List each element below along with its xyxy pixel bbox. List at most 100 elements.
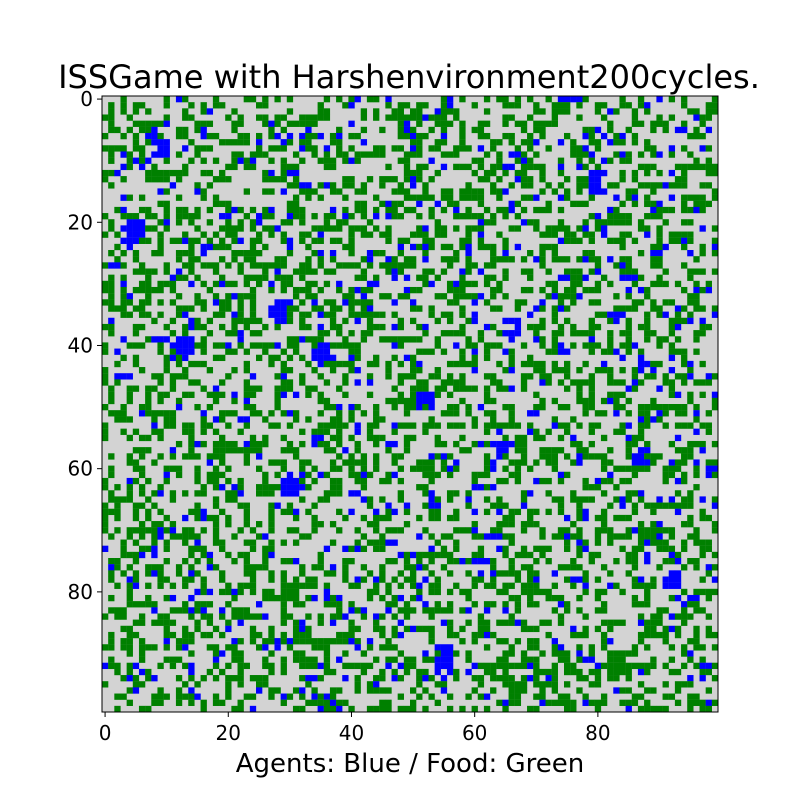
food-cell	[576, 675, 583, 682]
food-cell	[539, 126, 546, 134]
food-cell	[662, 502, 669, 509]
food-cell	[114, 668, 121, 676]
food-cell	[687, 521, 694, 528]
food-cell	[132, 250, 140, 257]
food-cell	[699, 132, 706, 140]
agent-cell	[188, 280, 195, 288]
agent-cell	[416, 594, 423, 602]
food-cell	[465, 558, 472, 565]
food-cell	[342, 391, 349, 398]
food-cell	[200, 194, 207, 201]
food-cell	[650, 262, 657, 269]
food-cell	[286, 558, 294, 565]
food-cell	[317, 182, 324, 189]
food-cell	[650, 397, 657, 405]
agent-cell	[336, 132, 343, 140]
food-cell	[428, 311, 435, 318]
food-cell	[102, 299, 109, 306]
food-cell	[145, 705, 152, 713]
food-cell	[459, 194, 466, 201]
food-cell	[317, 256, 324, 263]
food-cell	[132, 108, 140, 115]
food-cell	[354, 582, 361, 589]
food-cell	[256, 521, 263, 528]
food-cell	[496, 286, 503, 294]
food-cell	[576, 102, 583, 109]
food-cell	[459, 379, 466, 386]
food-cell	[182, 601, 189, 608]
food-cell	[446, 514, 454, 522]
food-cell	[336, 508, 343, 516]
food-cell	[613, 305, 620, 312]
food-cell	[292, 194, 300, 201]
food-cell	[108, 391, 115, 398]
food-cell	[132, 459, 140, 466]
food-cell	[465, 342, 472, 349]
food-cell	[397, 145, 404, 152]
agent-cell	[323, 588, 331, 596]
food-cell	[219, 237, 226, 244]
food-cell	[471, 225, 478, 232]
food-cell	[403, 176, 411, 183]
food-cell	[533, 558, 540, 565]
food-cell	[527, 656, 534, 663]
agent-cell	[385, 440, 392, 448]
food-cell	[440, 681, 448, 688]
food-cell	[360, 213, 368, 220]
food-cell	[699, 576, 706, 583]
food-cell	[342, 373, 349, 380]
food-cell	[102, 613, 109, 620]
food-cell	[169, 280, 177, 288]
food-cell	[200, 582, 207, 589]
food-cell	[292, 625, 300, 633]
food-cell	[108, 299, 115, 306]
food-cell	[200, 360, 207, 368]
agent-cell	[126, 237, 133, 244]
food-cell	[422, 465, 429, 472]
agent-cell	[286, 477, 294, 485]
agent-cell	[693, 428, 700, 435]
food-cell	[576, 151, 583, 158]
food-cell	[114, 305, 121, 312]
food-cell	[594, 514, 602, 522]
food-cell	[280, 286, 287, 294]
food-cell	[644, 416, 651, 423]
food-cell	[391, 625, 398, 633]
agent-cell	[311, 299, 318, 306]
food-cell	[120, 250, 127, 257]
agent-cell	[656, 410, 663, 417]
food-cell	[446, 280, 454, 288]
food-cell	[453, 225, 460, 232]
food-cell	[477, 237, 485, 244]
food-cell	[311, 151, 318, 158]
food-cell	[576, 225, 583, 232]
food-cell	[502, 274, 509, 281]
agent-cell	[188, 342, 195, 349]
food-cell	[175, 293, 183, 300]
food-cell	[619, 687, 626, 694]
food-cell	[674, 625, 682, 633]
food-cell	[410, 397, 417, 405]
food-cell	[108, 182, 115, 189]
food-cell	[545, 348, 552, 355]
agent-cell	[625, 385, 632, 392]
food-cell	[175, 305, 183, 312]
food-cell	[668, 379, 676, 386]
food-cell	[354, 225, 361, 232]
food-cell	[564, 422, 571, 429]
food-cell	[619, 237, 626, 244]
food-cell	[410, 367, 417, 374]
food-cell	[410, 607, 417, 614]
food-cell	[145, 213, 152, 220]
food-cell	[206, 668, 214, 676]
agent-cell	[465, 496, 472, 503]
food-cell	[175, 250, 183, 257]
food-cell	[564, 305, 571, 312]
food-cell	[681, 650, 688, 657]
food-cell	[490, 219, 497, 226]
food-cell	[299, 354, 306, 362]
food-cell	[693, 644, 700, 651]
food-cell	[607, 539, 614, 546]
agent-cell	[410, 299, 417, 306]
food-cell	[317, 428, 324, 435]
